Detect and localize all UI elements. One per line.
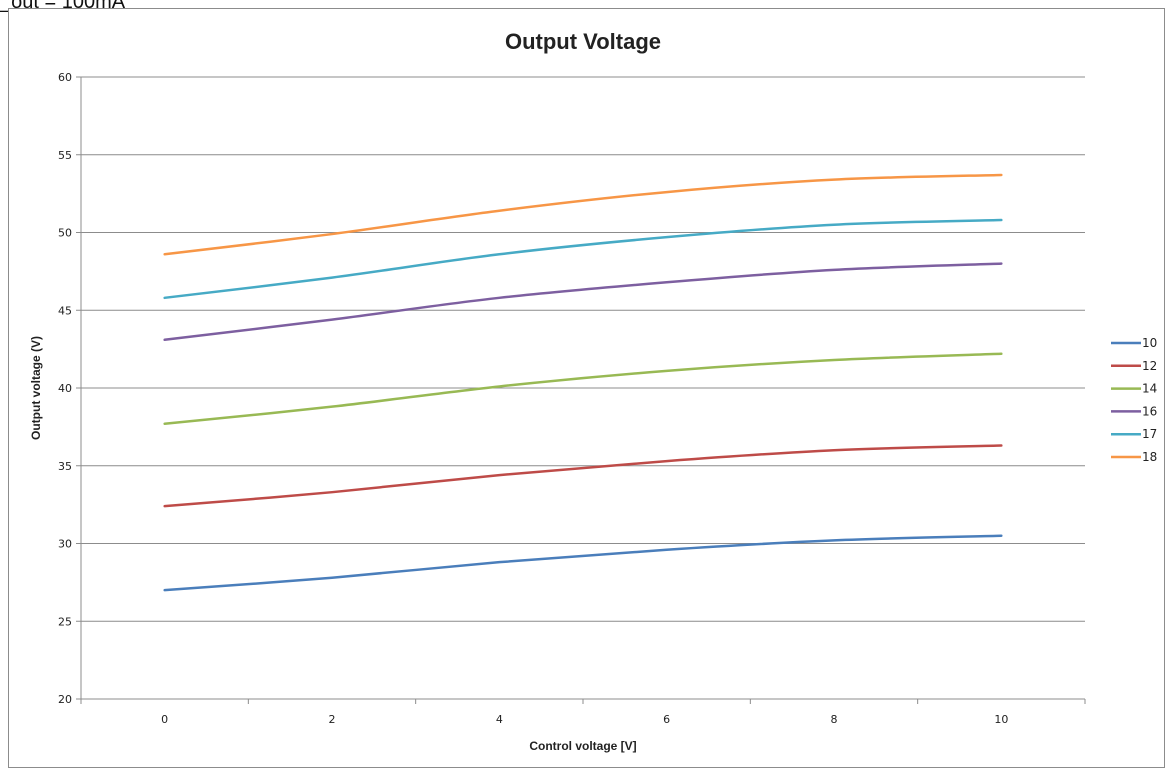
y-tick-label: 55	[58, 149, 72, 162]
series-lines	[163, 173, 1003, 592]
x-tick-label: 0	[161, 713, 168, 726]
x-tick-label: 4	[496, 713, 503, 726]
y-tick-label: 45	[58, 304, 72, 317]
legend: 10 12 14 16 17 18	[1111, 336, 1157, 464]
y-tick-label: 30	[58, 538, 72, 551]
x-tick-labels: 0 2 4 6 8 10	[161, 713, 1008, 726]
series-line-16	[163, 262, 1003, 342]
chart-title: Output Voltage	[505, 29, 661, 54]
y-tick-label: 50	[58, 227, 72, 240]
series-line-12	[163, 444, 1003, 508]
series-line-17	[163, 218, 1003, 300]
legend-label-14: 14	[1142, 382, 1157, 396]
legend-label-12: 12	[1142, 359, 1157, 373]
x-tick-label: 8	[831, 713, 838, 726]
x-tick-label: 10	[994, 713, 1008, 726]
x-axis-label: Control voltage [V]	[529, 739, 636, 753]
y-axis-label: Output voltage (V)	[29, 336, 43, 440]
series-line-10	[163, 534, 1003, 592]
x-tick-label: 2	[329, 713, 336, 726]
y-tick-label: 35	[58, 460, 72, 473]
series-line-18	[163, 173, 1003, 256]
x-tick-label: 6	[663, 713, 670, 726]
legend-label-17: 17	[1142, 427, 1157, 441]
gridlines	[81, 76, 1085, 622]
y-tick-label: 60	[58, 71, 72, 84]
series-line-14	[163, 352, 1003, 426]
y-tick-label: 40	[58, 382, 72, 395]
y-tick-label: 25	[58, 615, 72, 628]
axes	[76, 76, 1086, 704]
y-tick-labels: 20 25 30 35 40 45 50 55 60	[58, 71, 72, 706]
legend-label-10: 10	[1142, 336, 1157, 350]
y-tick-label: 20	[58, 693, 72, 706]
legend-label-16: 16	[1142, 404, 1157, 418]
legend-label-18: 18	[1142, 450, 1157, 464]
